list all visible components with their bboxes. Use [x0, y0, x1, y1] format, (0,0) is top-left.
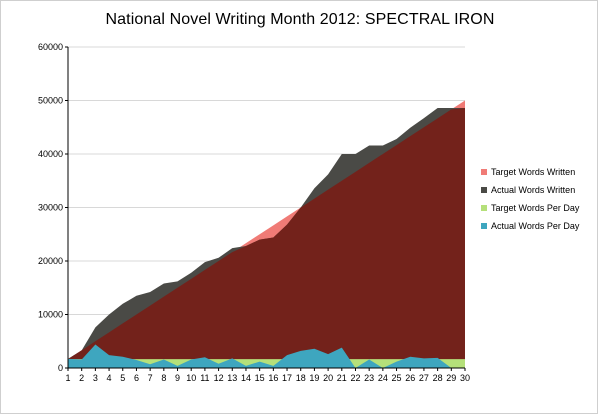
- chart-title: National Novel Writing Month 2012: SPECT…: [105, 11, 495, 28]
- x-tick-label-14: 15: [255, 373, 265, 383]
- x-tick-label-17: 18: [296, 373, 306, 383]
- y-tick-label-2: 20000: [38, 256, 63, 266]
- x-tick-label-28: 29: [446, 373, 456, 383]
- y-tick-label-0: 0: [58, 363, 63, 373]
- legend-swatch-1: [481, 187, 487, 193]
- legend-label-2: Target Words Per Day: [491, 203, 580, 213]
- x-tick-label-11: 12: [214, 373, 224, 383]
- legend-swatch-3: [481, 223, 487, 229]
- x-tick-label-6: 7: [148, 373, 153, 383]
- y-tick-label-5: 50000: [38, 96, 63, 106]
- x-tick-label-16: 17: [282, 373, 292, 383]
- legend-label-1: Actual Words Written: [491, 185, 575, 195]
- x-tick-label-3: 4: [107, 373, 112, 383]
- y-tick-label-3: 30000: [38, 203, 63, 213]
- y-tick-label-1: 10000: [38, 310, 63, 320]
- x-tick-label-26: 27: [419, 373, 429, 383]
- x-tick-label-1: 2: [79, 373, 84, 383]
- x-tick-label-0: 1: [65, 373, 70, 383]
- x-tick-label-7: 8: [161, 373, 166, 383]
- x-tick-label-4: 5: [120, 373, 125, 383]
- x-tick-label-2: 3: [93, 373, 98, 383]
- legend-label-0: Target Words Written: [491, 167, 575, 177]
- x-tick-label-18: 19: [309, 373, 319, 383]
- x-tick-label-5: 6: [134, 373, 139, 383]
- y-tick-label-4: 40000: [38, 149, 63, 159]
- x-tick-label-24: 25: [392, 373, 402, 383]
- legend-label-3: Actual Words Per Day: [491, 221, 580, 231]
- x-tick-label-9: 10: [186, 373, 196, 383]
- series-area-actual-words-per-day: [68, 344, 465, 368]
- series-area-overlap: [68, 107, 465, 369]
- x-tick-label-8: 9: [175, 373, 180, 383]
- x-tick-label-21: 22: [350, 373, 360, 383]
- legend-swatch-2: [481, 205, 487, 211]
- y-tick-label-6: 60000: [38, 42, 63, 52]
- x-tick-label-29: 30: [460, 373, 470, 383]
- x-tick-label-15: 16: [268, 373, 278, 383]
- legend-swatch-0: [481, 169, 487, 175]
- x-tick-label-22: 23: [364, 373, 374, 383]
- x-tick-label-25: 26: [405, 373, 415, 383]
- x-tick-label-12: 13: [227, 373, 237, 383]
- x-tick-label-10: 11: [200, 373, 209, 383]
- x-tick-label-13: 14: [241, 373, 251, 383]
- x-tick-label-20: 21: [337, 373, 347, 383]
- x-tick-label-19: 20: [323, 373, 333, 383]
- x-tick-label-27: 28: [433, 373, 443, 383]
- x-tick-label-23: 24: [378, 373, 388, 383]
